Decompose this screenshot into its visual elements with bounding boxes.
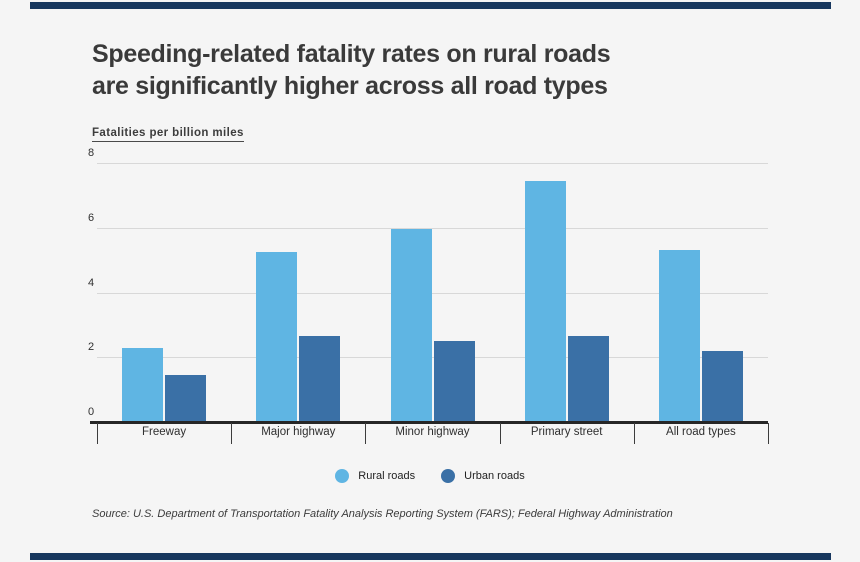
category-divider (499, 423, 501, 444)
category-label-all-road-types: All road types (666, 426, 736, 438)
category-divider (97, 423, 98, 444)
chart-title-line1: Speeding-related fatality rates on rural… (92, 40, 611, 68)
y-tick-label-0: 0 (88, 406, 95, 418)
bar-urban-roads-primary-street (567, 336, 609, 422)
category-label-major-highway: Major highway (261, 426, 336, 438)
y-tick-label-8: 8 (88, 147, 95, 159)
gridline-4 (97, 292, 768, 294)
bar-urban-roads-major-highway (299, 336, 341, 422)
legend-label-urban: Urban roads (464, 470, 525, 482)
gridline-8 (97, 163, 768, 164)
category-divider (365, 423, 367, 444)
bar-urban-roads-minor-highway (433, 341, 475, 422)
bar-rural-roads-primary-street (524, 180, 566, 422)
rural-roads-swatch-icon (335, 469, 350, 483)
legend-item-urban: Urban roads (441, 469, 525, 483)
y-tick-label-4: 4 (88, 276, 95, 289)
chart-title: Speeding-related fatality rates on rural… (92, 38, 611, 102)
category-divider (768, 423, 769, 444)
bar-urban-roads-freeway (165, 375, 207, 422)
category-divider (231, 423, 233, 444)
gridline-2 (97, 357, 768, 359)
chart-legend: Rural roads Urban roads (0, 469, 860, 483)
urban-roads-swatch-icon (441, 469, 456, 483)
y-tick-label-6: 6 (88, 211, 95, 224)
chart-title-line2: are significantly higher across all road… (92, 72, 608, 100)
category-label-freeway: Freeway (142, 426, 187, 438)
y-axis-note: Fatalities per billion miles (92, 127, 244, 142)
legend-item-rural: Rural roads (335, 469, 415, 483)
category-divider (633, 423, 635, 444)
top-accent-bar (30, 2, 831, 9)
bar-rural-roads-freeway (122, 347, 164, 422)
gridline-6 (97, 227, 768, 229)
category-label-primary-street: Primary street (530, 426, 603, 438)
bottom-accent-bar (30, 553, 831, 560)
x-axis-line (90, 421, 768, 424)
bar-rural-roads-major-highway (256, 252, 298, 422)
bar-urban-roads-all-road-types (701, 350, 743, 422)
legend-label-rural: Rural roads (358, 470, 416, 482)
y-tick-label-2: 2 (88, 341, 95, 354)
bar-rural-roads-all-road-types (658, 250, 700, 422)
category-label-minor-highway: Minor highway (395, 426, 470, 438)
source-note: Source: U.S. Department of Transportatio… (92, 508, 673, 520)
bar-rural-roads-minor-highway (390, 229, 432, 422)
